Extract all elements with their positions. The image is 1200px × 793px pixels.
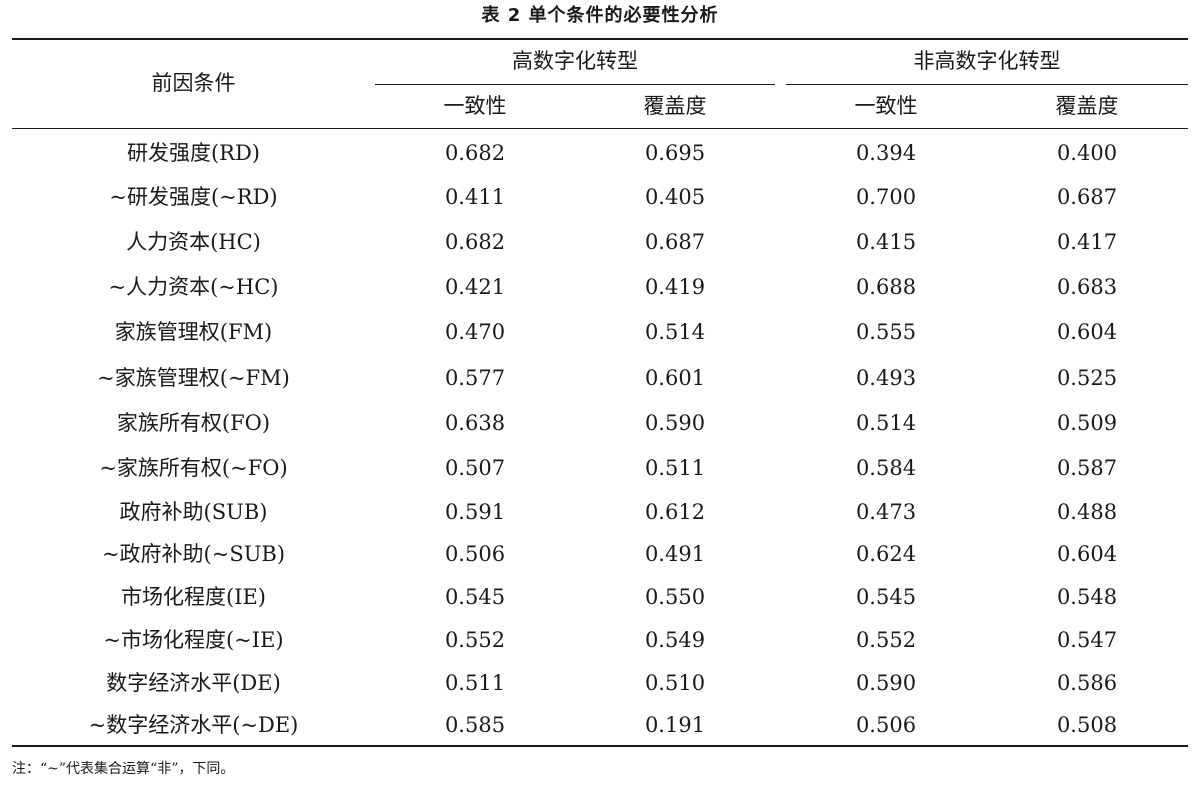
row-label: 市场化程度(IE) — [120, 585, 266, 609]
row-label: 人力资本(HC) — [126, 230, 261, 254]
row-label: 政府补助(SUB) — [119, 500, 268, 524]
cell-coverage-high: 0.511 — [644, 456, 706, 480]
cell-consistency-high: 0.421 — [444, 275, 506, 299]
group-header-high: 高数字化转型 — [512, 49, 638, 73]
group-rule-non-high — [786, 84, 1188, 85]
table-row: ~人力资本(~HC) 0.421 0.419 0.688 0.683 — [0, 272, 1200, 316]
subheader-coverage-non-high: 覆盖度 — [1055, 94, 1119, 118]
cell-consistency-high: 0.591 — [444, 500, 506, 524]
subheader-consistency-non-high: 一致性 — [854, 94, 918, 118]
row-label: ~人力资本(~HC) — [108, 275, 279, 299]
cell-consistency-non-high: 0.394 — [855, 141, 917, 165]
table-row: ~市场化程度(~IE) 0.552 0.549 0.552 0.547 — [0, 625, 1200, 669]
table-row: 家族所有权(FO) 0.638 0.590 0.514 0.509 — [0, 408, 1200, 452]
table-row: 家族管理权(FM) 0.470 0.514 0.555 0.604 — [0, 317, 1200, 361]
table-row: 数字经济水平(DE) 0.511 0.510 0.590 0.586 — [0, 668, 1200, 712]
cell-consistency-non-high: 0.584 — [855, 456, 917, 480]
cell-consistency-non-high: 0.555 — [855, 320, 917, 344]
cell-consistency-non-high: 0.552 — [855, 628, 917, 652]
cell-coverage-non-high: 0.525 — [1056, 366, 1118, 390]
cell-consistency-high: 0.507 — [444, 456, 506, 480]
cell-consistency-high: 0.585 — [444, 713, 506, 737]
table-row: 政府补助(SUB) 0.591 0.612 0.473 0.488 — [0, 497, 1200, 541]
cell-consistency-high: 0.682 — [444, 141, 506, 165]
cell-coverage-high: 0.601 — [644, 366, 706, 390]
row-label: ~家族管理权(~FM) — [97, 366, 290, 390]
cell-consistency-high: 0.506 — [444, 542, 506, 566]
cell-consistency-high: 0.577 — [444, 366, 506, 390]
subheader-consistency-high: 一致性 — [443, 94, 507, 118]
cell-consistency-high: 0.545 — [444, 585, 506, 609]
cell-coverage-high: 0.590 — [644, 411, 706, 435]
cell-coverage-high: 0.514 — [644, 320, 706, 344]
cell-consistency-non-high: 0.493 — [855, 366, 917, 390]
cell-coverage-non-high: 0.604 — [1056, 542, 1118, 566]
cell-coverage-non-high: 0.687 — [1056, 185, 1118, 209]
cell-coverage-non-high: 0.417 — [1056, 230, 1118, 254]
cell-consistency-non-high: 0.700 — [855, 185, 917, 209]
table-row: 人力资本(HC) 0.682 0.687 0.415 0.417 — [0, 227, 1200, 271]
stub-header: 前因条件 — [151, 71, 236, 95]
cell-consistency-non-high: 0.545 — [855, 585, 917, 609]
cell-consistency-high: 0.470 — [444, 320, 506, 344]
cell-consistency-non-high: 0.506 — [855, 713, 917, 737]
cell-coverage-non-high: 0.604 — [1056, 320, 1118, 344]
top-rule — [12, 38, 1188, 40]
subheader-coverage-high: 覆盖度 — [643, 94, 707, 118]
bottom-rule — [12, 745, 1188, 747]
cell-coverage-non-high: 0.586 — [1056, 671, 1118, 695]
cell-coverage-non-high: 0.400 — [1056, 141, 1118, 165]
cell-coverage-non-high: 0.488 — [1056, 500, 1118, 524]
table-row: ~政府补助(~SUB) 0.506 0.491 0.624 0.604 — [0, 539, 1200, 583]
group-rule-high — [375, 84, 775, 85]
row-label: 研发强度(RD) — [126, 141, 261, 165]
cell-coverage-high: 0.550 — [644, 585, 706, 609]
cell-coverage-high: 0.491 — [644, 542, 706, 566]
cell-consistency-high: 0.552 — [444, 628, 506, 652]
cell-coverage-high: 0.695 — [644, 141, 706, 165]
group-header-non-high: 非高数字化转型 — [913, 49, 1061, 73]
row-label: ~研发强度(~RD) — [109, 185, 278, 209]
table-note: 注：“~”代表集合运算“非”，下同。 — [12, 761, 235, 777]
row-label: ~政府补助(~SUB) — [101, 542, 286, 566]
cell-consistency-non-high: 0.624 — [855, 542, 917, 566]
row-label: 家族管理权(FM) — [114, 320, 273, 344]
cell-coverage-non-high: 0.683 — [1056, 275, 1118, 299]
table-row: ~家族管理权(~FM) 0.577 0.601 0.493 0.525 — [0, 363, 1200, 407]
cell-consistency-non-high: 0.514 — [855, 411, 917, 435]
table-row: ~家族所有权(~FO) 0.507 0.511 0.584 0.587 — [0, 453, 1200, 497]
cell-consistency-non-high: 0.415 — [855, 230, 917, 254]
row-label: ~家族所有权(~FO) — [99, 456, 288, 480]
row-label: 家族所有权(FO) — [116, 411, 271, 435]
cell-consistency-non-high: 0.473 — [855, 500, 917, 524]
cell-coverage-non-high: 0.548 — [1056, 585, 1118, 609]
cell-consistency-non-high: 0.688 — [855, 275, 917, 299]
row-label: 数字经济水平(DE) — [106, 671, 281, 695]
table-row: ~数字经济水平(~DE) 0.585 0.191 0.506 0.508 — [0, 710, 1200, 754]
row-label: ~数字经济水平(~DE) — [88, 713, 299, 737]
table-row: 市场化程度(IE) 0.545 0.550 0.545 0.548 — [0, 582, 1200, 626]
cell-consistency-high: 0.638 — [444, 411, 506, 435]
table-row: 研发强度(RD) 0.682 0.695 0.394 0.400 — [0, 138, 1200, 182]
cell-coverage-non-high: 0.509 — [1056, 411, 1118, 435]
table-caption: 表 2 单个条件的必要性分析 — [481, 5, 719, 26]
cell-coverage-high: 0.405 — [644, 185, 706, 209]
cell-consistency-non-high: 0.590 — [855, 671, 917, 695]
cell-coverage-high: 0.419 — [644, 275, 706, 299]
cell-coverage-non-high: 0.547 — [1056, 628, 1118, 652]
header-rule — [12, 128, 1188, 129]
table-row: ~研发强度(~RD) 0.411 0.405 0.700 0.687 — [0, 182, 1200, 226]
cell-coverage-high: 0.687 — [644, 230, 706, 254]
cell-coverage-high: 0.549 — [644, 628, 706, 652]
row-label: ~市场化程度(~IE) — [103, 628, 284, 652]
cell-coverage-non-high: 0.508 — [1056, 713, 1118, 737]
cell-coverage-high: 0.612 — [644, 500, 706, 524]
cell-coverage-non-high: 0.587 — [1056, 456, 1118, 480]
cell-coverage-high: 0.191 — [644, 713, 706, 737]
cell-coverage-high: 0.510 — [644, 671, 706, 695]
cell-consistency-high: 0.682 — [444, 230, 506, 254]
cell-consistency-high: 0.511 — [444, 671, 506, 695]
cell-consistency-high: 0.411 — [444, 185, 506, 209]
